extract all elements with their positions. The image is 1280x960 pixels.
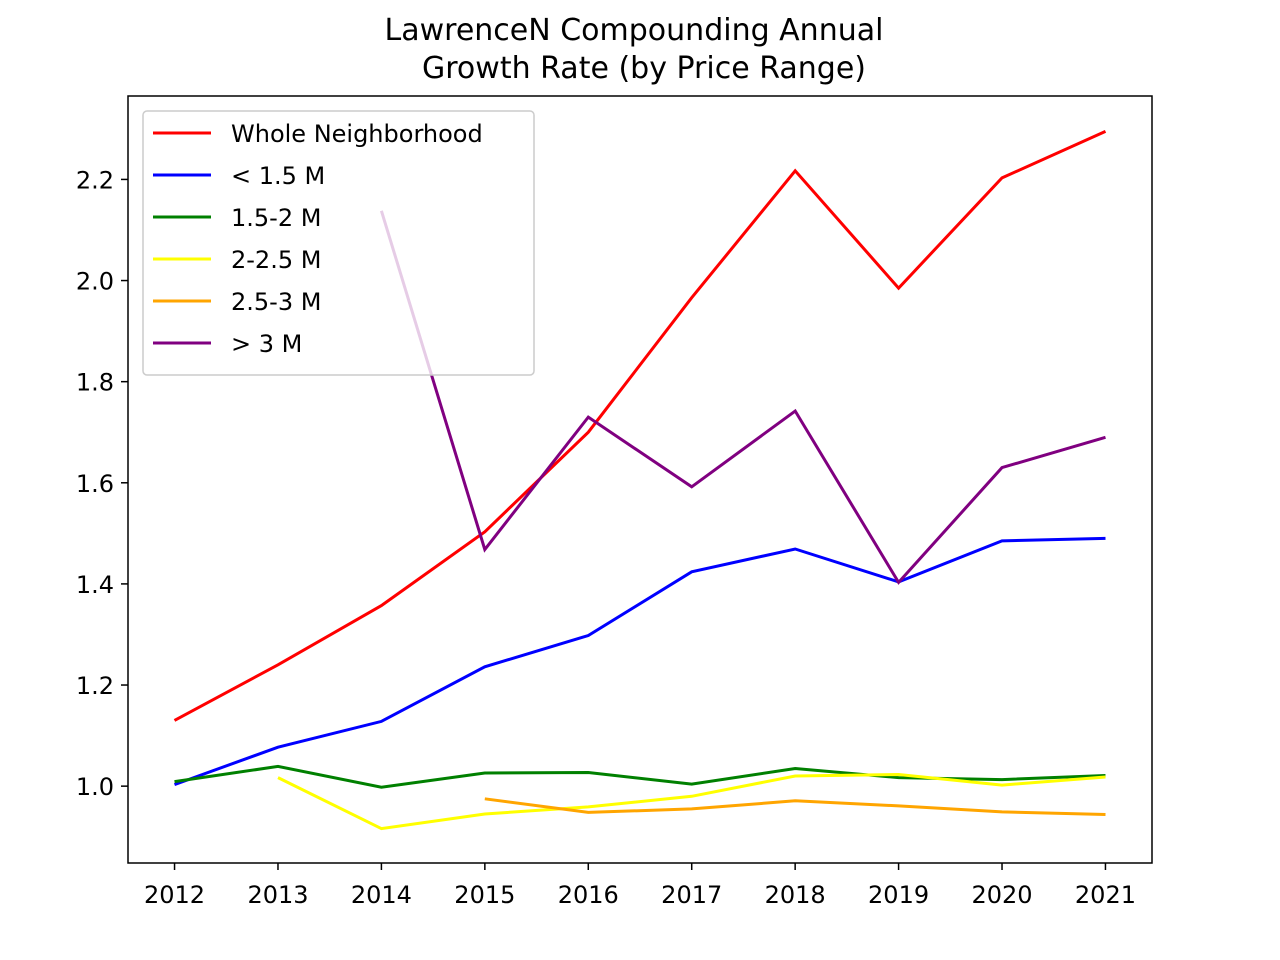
x-tick-label: 2013 (247, 881, 308, 909)
y-tick-label: 1.6 (76, 470, 114, 498)
legend-box (142, 110, 535, 376)
y-tick-label: 2.0 (76, 268, 114, 296)
x-tick-label: 2016 (558, 881, 619, 909)
x-tick-label: 2012 (144, 881, 205, 909)
series-line-1 (173, 536, 1106, 787)
series-line-0 (173, 130, 1107, 722)
series-line-5 (379, 210, 1106, 585)
legend-label: 1.5-2 M (231, 204, 321, 232)
legend-label: > 3 M (231, 330, 302, 358)
legend: Whole Neighborhood < 1.5 M 1.5-2 M 2-2.5 M 2… (142, 110, 535, 376)
y-tick-label: 1.2 (76, 672, 114, 700)
chart-title-line-2: Growth Rate (by Price Range) (422, 51, 866, 86)
x-tick-label: 2017 (661, 881, 722, 909)
x-tick-label: 2014 (351, 881, 412, 909)
x-tick-label: 2020 (971, 881, 1032, 909)
legend-label: Whole Neighborhood (231, 120, 483, 148)
y-tick-label: 1.0 (76, 773, 114, 801)
legend-label: < 1.5 M (231, 162, 325, 190)
axes-frame (127, 95, 1153, 864)
x-tick-label: 2015 (454, 881, 515, 909)
chart-title-line-1: LawrenceN Compounding Annual (385, 13, 884, 48)
series-line-2 (174, 764, 1106, 789)
x-tick-label: 2021 (1075, 881, 1136, 909)
series-line-3 (277, 772, 1106, 831)
legend-label: 2-2.5 M (231, 246, 321, 274)
plot-area (173, 130, 1107, 831)
series-line-4 (484, 797, 1106, 816)
y-tick-label: 1.8 (76, 369, 114, 397)
y-tick-label: 1.4 (76, 571, 114, 599)
legend-label: 2.5-3 M (231, 288, 321, 316)
x-tick-label: 2019 (868, 881, 929, 909)
x-tick-label: 2018 (765, 881, 826, 909)
axis-ticks: 2012 2013 2014 2015 2016 2017 2018 2019 2020 2021… (76, 166, 1136, 909)
y-tick-label: 2.2 (76, 166, 114, 194)
